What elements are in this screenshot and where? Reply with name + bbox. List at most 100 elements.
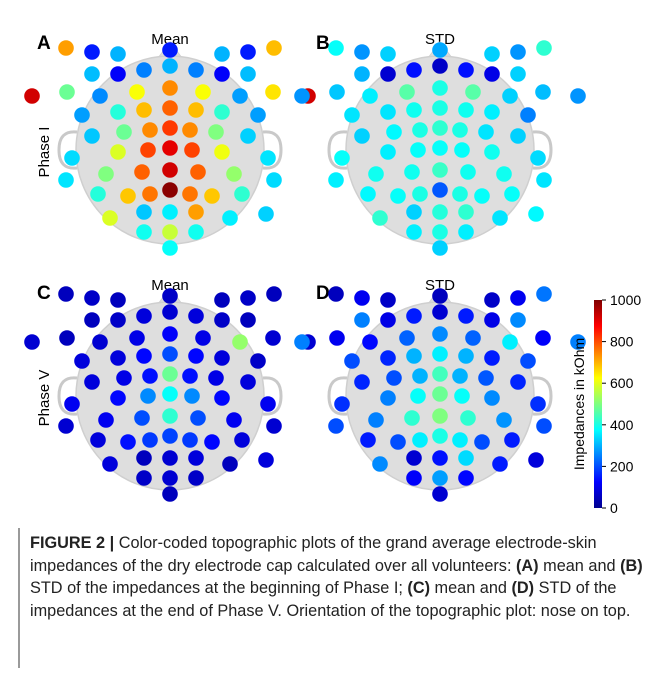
electrode-41 [162, 386, 178, 402]
electrode-11 [432, 58, 448, 74]
electrode-10 [136, 62, 152, 78]
caption-text-a: mean and [538, 556, 621, 575]
electrode-32 [116, 124, 132, 140]
caption-tag-a: (A) [516, 556, 539, 575]
panel-letter: C [37, 283, 51, 304]
electrode-12 [188, 308, 204, 324]
electrode-grid [24, 286, 316, 502]
electrode-43 [214, 390, 230, 406]
electrode-65 [136, 224, 152, 240]
electrode-66 [162, 224, 178, 240]
electrode-61 [162, 450, 178, 466]
electrode-8 [84, 66, 100, 82]
electrode-19 [432, 80, 448, 96]
electrode-50 [496, 166, 512, 182]
ear-outline [57, 376, 78, 416]
electrode-3 [380, 46, 396, 62]
electrode-66 [432, 224, 448, 240]
electrode-30 [250, 353, 266, 369]
electrode-47 [134, 164, 150, 180]
electrode-1 [328, 286, 344, 302]
electrode-55 [162, 182, 178, 198]
electrode-54 [412, 186, 428, 202]
electrode-15 [24, 88, 40, 104]
electrode-49 [190, 164, 206, 180]
electrode-48 [432, 162, 448, 178]
electrode-37 [240, 128, 256, 144]
electrode-54 [412, 432, 428, 448]
electrode-2 [84, 290, 100, 306]
electrode-22 [265, 330, 281, 346]
electrode-49 [190, 410, 206, 426]
electrode-34 [162, 366, 178, 382]
electrode-52 [90, 432, 106, 448]
electrode-42 [184, 388, 200, 404]
electrode-5 [484, 292, 500, 308]
electrode-33 [412, 368, 428, 384]
electrode-10 [136, 308, 152, 324]
electrode-45 [328, 172, 344, 188]
caption-tag-d: (D) [511, 579, 535, 597]
electrode-24 [344, 107, 360, 123]
electrode-3 [380, 292, 396, 308]
electrode-64 [258, 452, 274, 468]
electrode-65 [406, 470, 422, 486]
electrode-47 [404, 410, 420, 426]
electrode-68 [432, 240, 448, 256]
electrode-16 [59, 330, 75, 346]
electrode-54 [142, 186, 158, 202]
electrode-32 [386, 124, 402, 140]
electrode-60 [136, 450, 152, 466]
electrode-40 [410, 142, 426, 158]
electrode-61 [432, 450, 448, 466]
electrode-6 [510, 44, 526, 60]
electrode-56 [182, 432, 198, 448]
electrode-25 [380, 350, 396, 366]
electrode-17 [92, 334, 108, 350]
electrode-52 [360, 432, 376, 448]
electrode-19 [162, 80, 178, 96]
caption-tag-b: (B) [620, 556, 643, 575]
electrode-51 [266, 172, 282, 188]
electrode-2 [84, 44, 100, 60]
electrode-18 [129, 330, 145, 346]
electrode-29 [484, 104, 500, 120]
electrode-62 [188, 204, 204, 220]
electrode-19 [432, 326, 448, 342]
panel-title: Mean [151, 277, 189, 294]
electrode-20 [195, 84, 211, 100]
electrode-62 [458, 450, 474, 466]
electrode-31 [354, 374, 370, 390]
electrode-19 [162, 326, 178, 342]
electrode-64 [528, 452, 544, 468]
electrode-38 [64, 396, 80, 412]
electrode-48 [432, 408, 448, 424]
panel-letter: A [37, 33, 51, 54]
colorbar-tick-label: 200 [610, 458, 634, 474]
electrode-39 [110, 144, 126, 160]
electrode-29 [214, 350, 230, 366]
electrode-49 [460, 164, 476, 180]
electrode-3 [110, 292, 126, 308]
electrode-38 [334, 396, 350, 412]
ear-outline [57, 130, 78, 170]
electrode-1 [58, 286, 74, 302]
electrode-26 [136, 348, 152, 364]
electrode-12 [458, 308, 474, 324]
electrode-62 [458, 204, 474, 220]
electrode-59 [372, 210, 388, 226]
colorbar-tick-label: 1000 [610, 292, 641, 308]
electrode-63 [492, 210, 508, 226]
electrode-37 [510, 128, 526, 144]
caption-intro: Color-coded topographic plots of the gra… [30, 534, 597, 575]
electrode-6 [510, 290, 526, 306]
electrode-28 [188, 102, 204, 118]
figure-topographic-plots: A Mean Phase I B STD C Mean Phase V D ST… [24, 31, 641, 516]
electrode-68 [432, 486, 448, 502]
electrode-65 [136, 470, 152, 486]
electrode-40 [140, 142, 156, 158]
electrode-57 [204, 188, 220, 204]
electrode-24 [344, 353, 360, 369]
electrode-46 [98, 166, 114, 182]
electrode-36 [478, 124, 494, 140]
